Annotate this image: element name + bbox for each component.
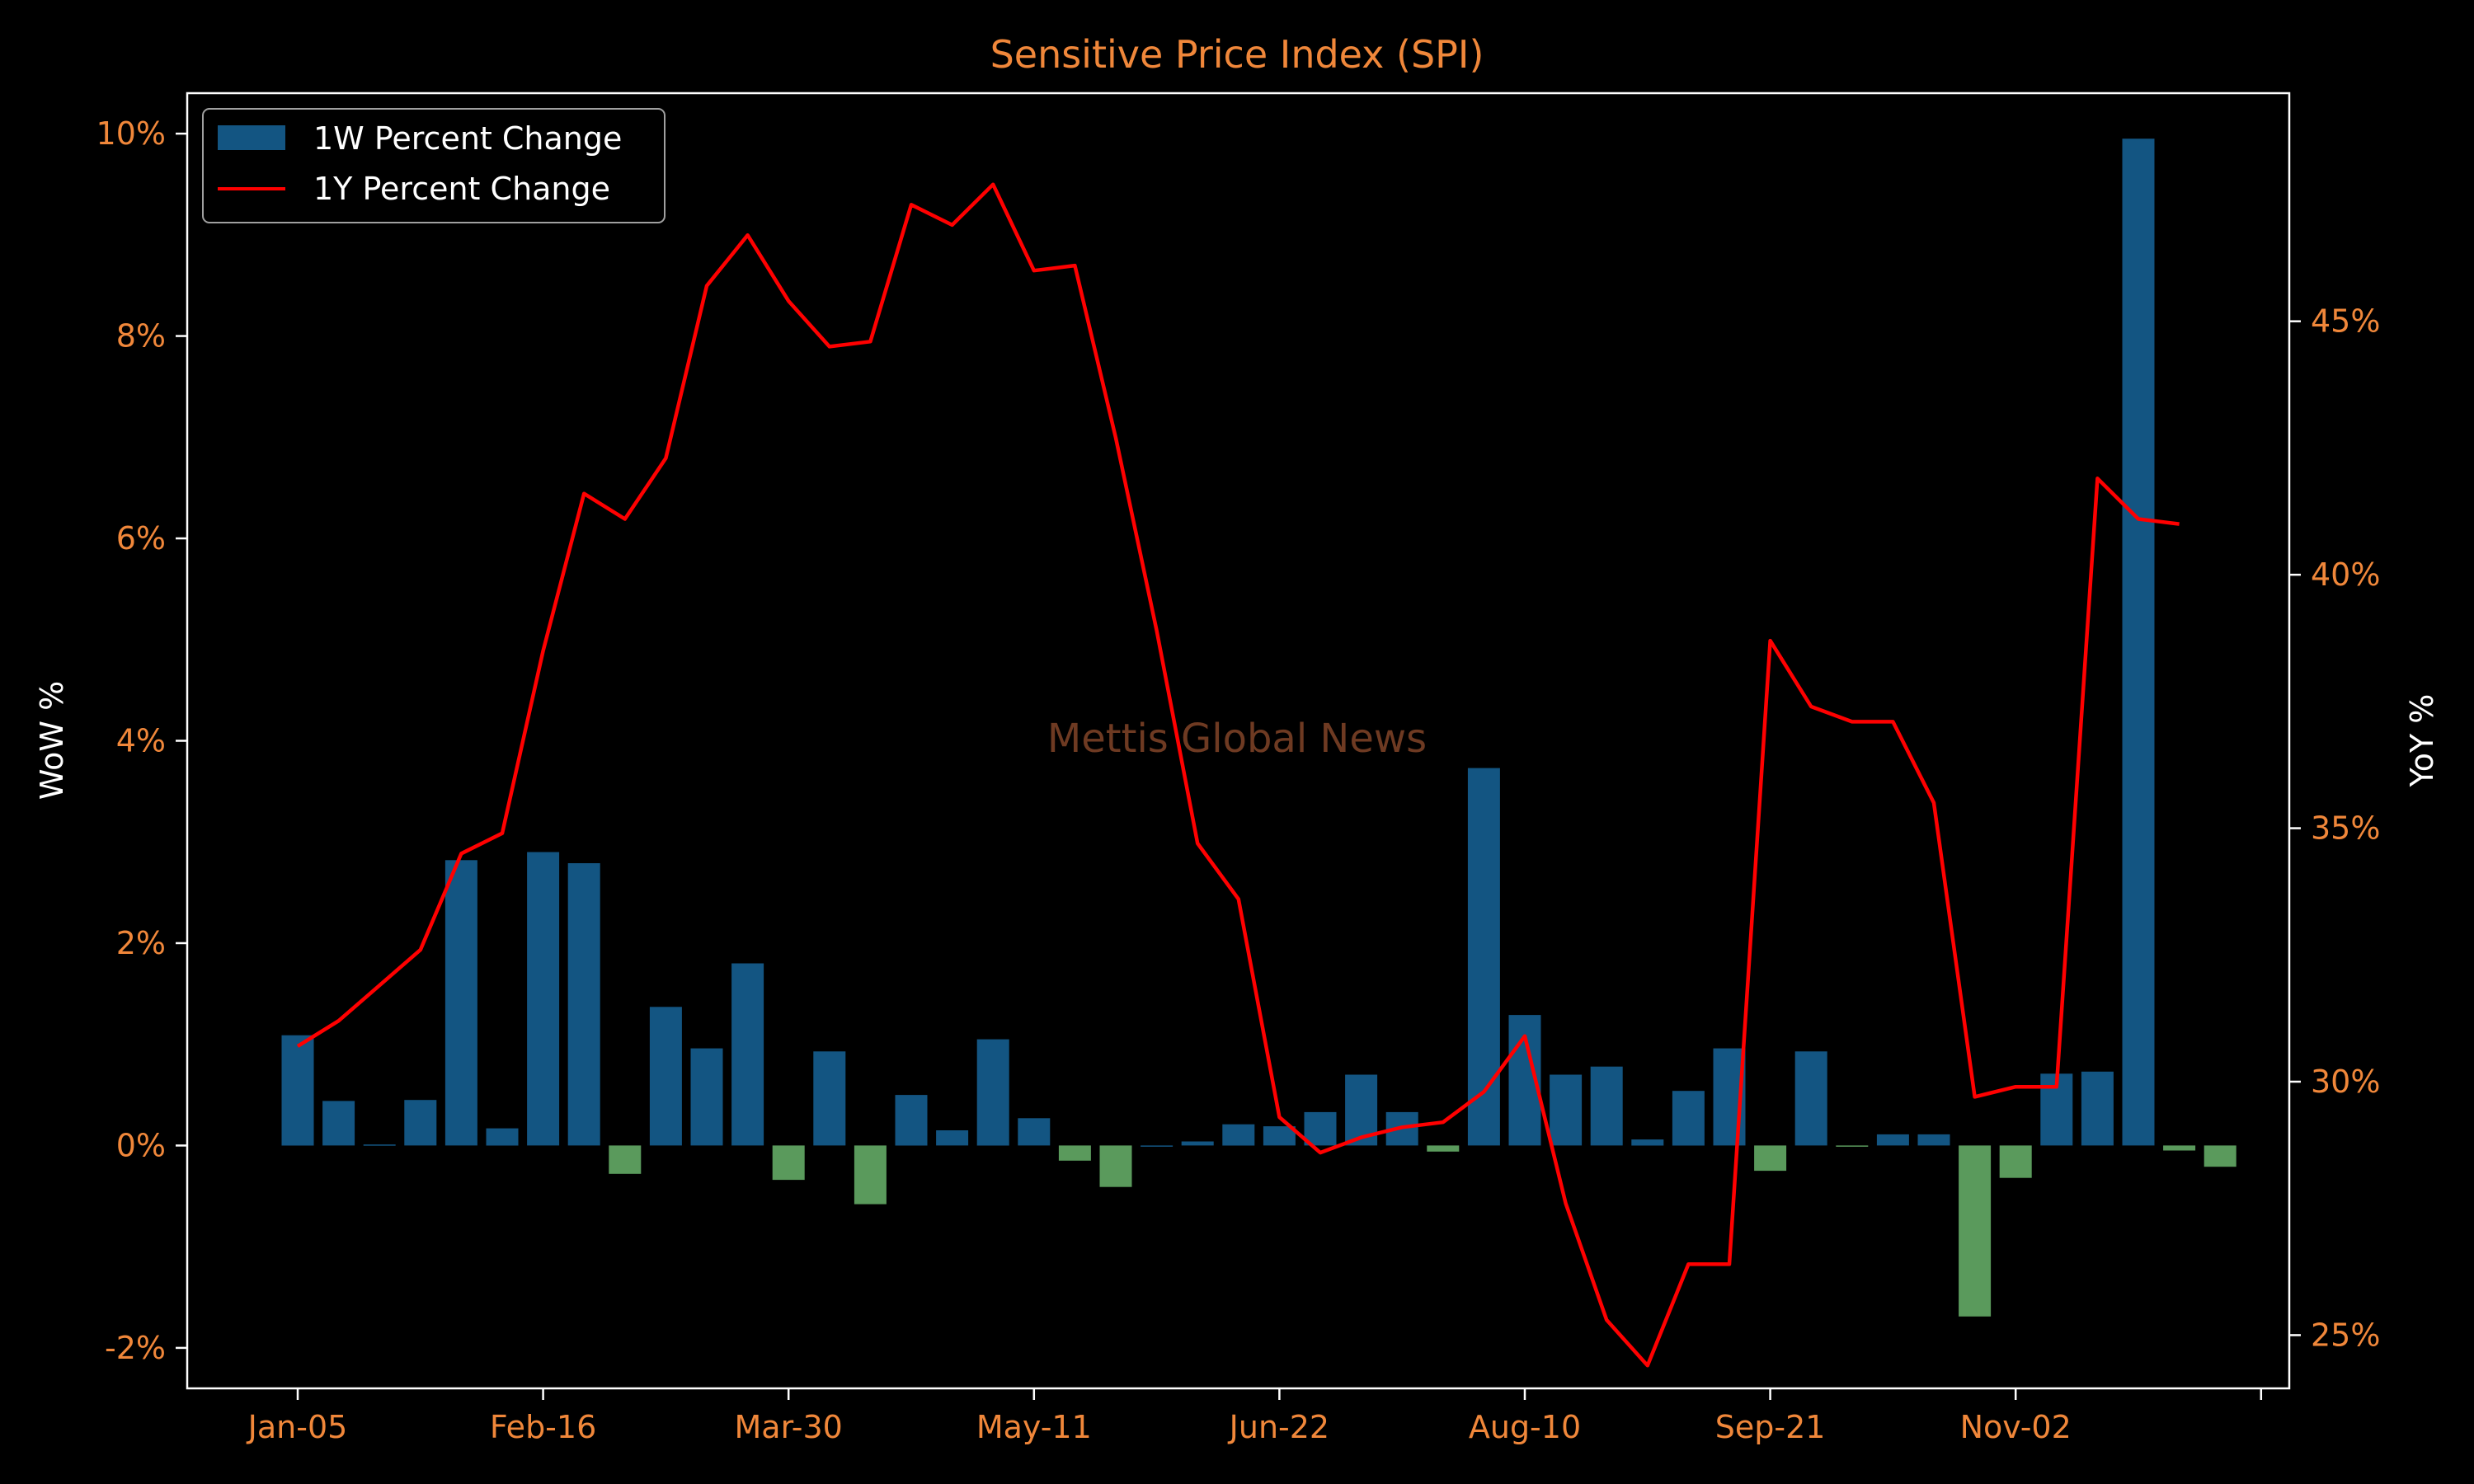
left-tick-label: -2% [105,1330,166,1366]
chart-title: Sensitive Price Index (SPI) [990,32,1484,77]
wow-bar [854,1145,887,1205]
wow-bar [1754,1145,1787,1172]
wow-bar [1959,1145,1992,1317]
wow-bar [2081,1071,2114,1146]
left-tick-label: 8% [116,318,166,355]
wow-bar [1836,1145,1869,1147]
wow-bar [444,860,477,1146]
wow-bar [2163,1145,2196,1151]
x-axis: Jan-05 Feb-16 Mar-30 May-11 Jun-22 Aug-10 Sep-… [247,1388,2263,1445]
x-tick-label: Sep-21 [1715,1409,1826,1445]
legend-label-line: 1Y Percent Change [313,171,610,207]
x-tick-label: Jun-22 [1228,1409,1329,1445]
wow-bar [1181,1141,1214,1146]
wow-bar [1263,1126,1296,1146]
wow-bar [1999,1145,2032,1178]
left-tick-label: 4% [116,723,166,759]
wow-bars [281,139,2236,1317]
wow-bar [1590,1066,1623,1146]
legend: 1W Percent Change 1Y Percent Change [202,108,666,223]
wow-bar [936,1130,969,1146]
left-tick-label: 10% [96,115,166,152]
left-tick-label: 6% [116,520,166,556]
wow-bar [1794,1051,1827,1146]
wow-bar [1058,1145,1091,1161]
wow-bar [1917,1134,1950,1146]
x-tick-label: Nov-02 [1960,1409,2072,1445]
wow-bar [1018,1118,1051,1146]
wow-bar [567,863,600,1146]
wow-bar [649,1007,682,1146]
right-axis-label: YoY % [2404,694,2440,788]
wow-bar [731,963,764,1146]
legend-label-bar: 1W Percent Change [313,120,622,157]
wow-bar [1427,1145,1460,1152]
wow-bar [813,1051,846,1146]
right-tick-label: 40% [2311,556,2380,593]
x-tick-label: May-11 [976,1409,1092,1445]
wow-bar [2122,139,2155,1146]
wow-bar [1631,1139,1664,1146]
wow-bar [1876,1134,1909,1146]
left-axis: -2% 0% 2% 4% 6% 8% 10% [96,115,187,1366]
wow-bar [322,1101,355,1146]
wow-bar [281,1035,314,1146]
wow-bar [404,1100,437,1146]
wow-bar [690,1048,723,1146]
left-tick-label: 0% [116,1127,166,1163]
wow-bar [772,1145,805,1181]
right-tick-label: 45% [2311,303,2380,340]
wow-bar [1222,1124,1255,1146]
wow-bar [363,1144,396,1146]
yoy-line-layer [296,182,2180,1368]
wow-bar [976,1039,1009,1146]
left-tick-label: 2% [116,925,166,961]
wow-bar [1550,1074,1583,1146]
wow-bar [1141,1145,1174,1147]
x-tick-label: Mar-30 [735,1409,843,1445]
legend-swatch-bar [218,125,285,150]
wow-bar [486,1128,519,1146]
wow-bar [895,1095,928,1146]
watermark: Mettis Global News [1047,716,1427,762]
wow-bar [1467,768,1500,1146]
x-tick-label: Jan-05 [247,1409,348,1445]
x-tick-label: Aug-10 [1469,1409,1581,1445]
yoy-line [296,182,2180,1368]
legend-box [202,108,666,223]
wow-bar [609,1145,642,1174]
wow-bar [1304,1111,1337,1146]
right-axis: 25% 30% 35% 40% 45% [2289,303,2380,1353]
wow-bar [1099,1145,1132,1187]
wow-bar [1672,1091,1705,1146]
right-tick-label: 30% [2311,1064,2380,1100]
wow-bar [527,852,560,1146]
wow-bar [2204,1145,2236,1167]
right-tick-label: 35% [2311,810,2380,847]
left-axis-label: WoW % [34,681,70,800]
x-tick-label: Feb-16 [490,1409,596,1445]
right-tick-label: 25% [2311,1317,2380,1353]
